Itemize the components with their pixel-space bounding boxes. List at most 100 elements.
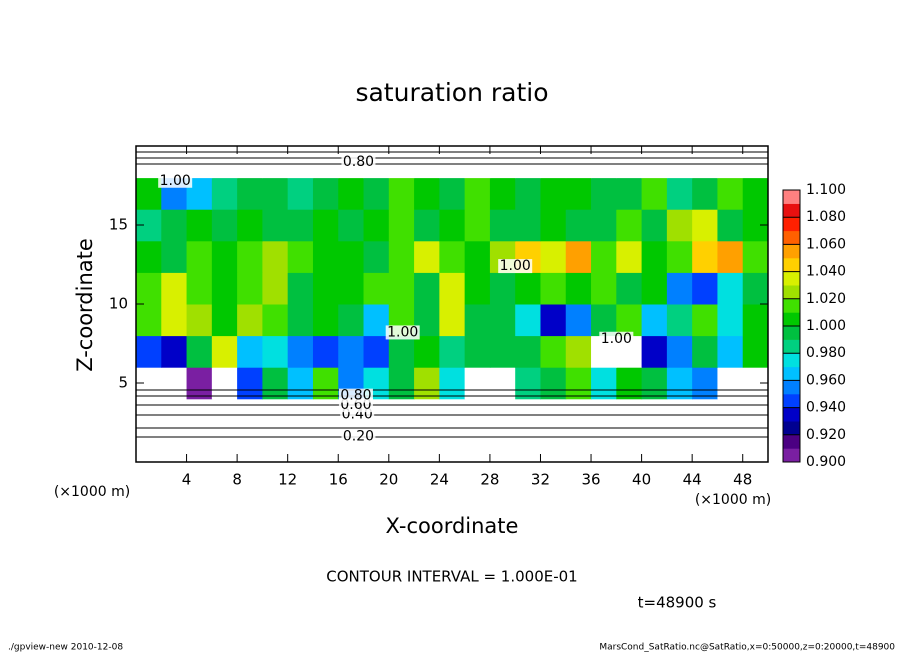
field-cell: [464, 335, 491, 368]
field-cell: [489, 146, 516, 179]
field-cell: [616, 304, 643, 337]
field-cell: [237, 430, 263, 463]
field-cell: [338, 240, 365, 273]
field-cell: [414, 367, 440, 400]
colorbar-band: [783, 285, 800, 300]
contour-label: 0.80: [343, 154, 374, 170]
field-cell: [186, 272, 213, 305]
field-cell: [186, 209, 213, 242]
field-cell: [312, 240, 339, 273]
field-cell: [692, 240, 718, 273]
field-cell: [717, 430, 744, 463]
field-cell: [388, 335, 415, 368]
field-cell: [237, 146, 263, 179]
field-cell: [136, 272, 162, 305]
field-cell: [186, 240, 213, 273]
field-cell: [565, 367, 592, 400]
colorbar-label: 1.080: [806, 209, 846, 225]
field-cell: [262, 367, 289, 400]
field-cell: [161, 146, 188, 179]
field-cell: [616, 240, 643, 273]
field-cell: [161, 209, 188, 242]
field-cell: [237, 304, 263, 337]
field-cell: [211, 304, 238, 337]
field-cell: [464, 272, 491, 305]
x-tick-label: 48: [733, 471, 752, 489]
field-cell: [439, 272, 466, 305]
x-tick-label: 32: [531, 471, 550, 489]
field-cell: [439, 335, 466, 368]
field-cell: [287, 430, 314, 463]
field-cell: [641, 240, 668, 273]
contour-lines: [136, 151, 768, 438]
field-cell: [237, 272, 263, 305]
field-cell: [540, 367, 567, 400]
field-cell: [388, 367, 415, 400]
field-cell: [211, 177, 238, 210]
colorbar-label: 0.940: [806, 400, 846, 416]
field-cell: [338, 272, 365, 305]
field-cell: [641, 177, 668, 210]
field-cell: [692, 209, 718, 242]
field-cell: [312, 209, 339, 242]
contour-label-bg: [385, 325, 420, 340]
colorbar-band: [783, 407, 800, 422]
field-cell: [136, 240, 162, 273]
contour-label-bg: [338, 388, 373, 403]
field-cell: [464, 240, 491, 273]
field-cell: [489, 430, 516, 463]
field-cell: [161, 304, 188, 337]
field-cell: [591, 146, 617, 179]
field-cell: [666, 209, 693, 242]
field-cell: [666, 304, 693, 337]
x-tick-label: 40: [632, 471, 651, 489]
field-cell: [616, 146, 643, 179]
colorbar-band: [783, 271, 800, 286]
field-cell: [388, 177, 415, 210]
field-cell: [742, 304, 769, 337]
field-cell: [312, 272, 339, 305]
colorbar-label: 0.900: [806, 454, 846, 470]
field-cell: [641, 146, 668, 179]
x-tick-label: 28: [480, 471, 499, 489]
annotation: CONTOUR INTERVAL = 1.000E-01: [326, 568, 577, 586]
field-cell: [237, 177, 263, 210]
field-cell: [161, 240, 188, 273]
colorbar-label: 0.960: [806, 372, 846, 388]
x-unit: (×1000 m): [695, 492, 771, 508]
field-cell: [312, 146, 339, 179]
field-cell: [717, 240, 744, 273]
field-cell: [237, 367, 263, 400]
field-cell: [540, 304, 567, 337]
field-cell: [692, 335, 718, 368]
field-cell: [742, 146, 769, 179]
field-cell: [540, 240, 567, 273]
field-cell: [186, 367, 213, 400]
field-cell: [717, 367, 744, 400]
field-cell: [186, 146, 213, 179]
field-cell: [540, 272, 567, 305]
field-cell: [287, 304, 314, 337]
contour-label: 0.80: [340, 388, 371, 404]
field-cell: [742, 177, 769, 210]
field-cell: [565, 304, 592, 337]
field-cell: [439, 367, 466, 400]
field-cell: [439, 240, 466, 273]
field-cell: [312, 304, 339, 337]
field-cell: [666, 272, 693, 305]
field-cell: [262, 430, 289, 463]
field-cell: [692, 430, 718, 463]
field-cell: [489, 272, 516, 305]
field-cell: [136, 177, 162, 210]
contour-label: 1.00: [500, 258, 531, 274]
contour-label-bg: [341, 429, 376, 444]
colorbar-band: [783, 258, 800, 272]
field-cell: [616, 430, 643, 463]
colorbar-band: [783, 434, 800, 449]
field-cell: [161, 367, 188, 400]
field-cell: [287, 367, 314, 400]
contour-label: 1.00: [160, 173, 191, 189]
contour-label-bg: [341, 154, 376, 169]
field-cell: [565, 272, 592, 305]
field-cell: [540, 209, 567, 242]
